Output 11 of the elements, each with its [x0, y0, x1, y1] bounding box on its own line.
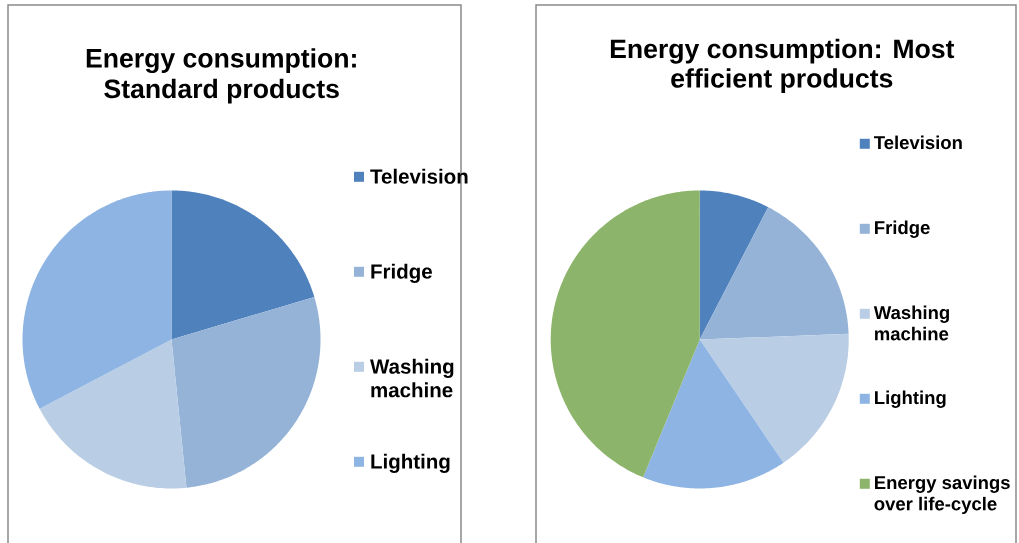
legend-label: Fridge — [875, 220, 930, 238]
legend-label: Lighting — [875, 390, 946, 408]
legend-label: Washing machine — [873, 305, 949, 341]
legend-label: Fridge — [371, 263, 432, 283]
legend-label: Television — [370, 168, 468, 184]
legend-label: Lighting — [371, 453, 450, 473]
legend-label: Washing machine — [370, 358, 454, 398]
chart-title: Energy consumption: Standard products — [86, 48, 356, 104]
legend-label: Energy savings over life-cycle — [874, 475, 1010, 515]
chart-title: Energy consumption: Most efficient products — [610, 38, 955, 94]
legend-label: Television — [874, 135, 962, 150]
